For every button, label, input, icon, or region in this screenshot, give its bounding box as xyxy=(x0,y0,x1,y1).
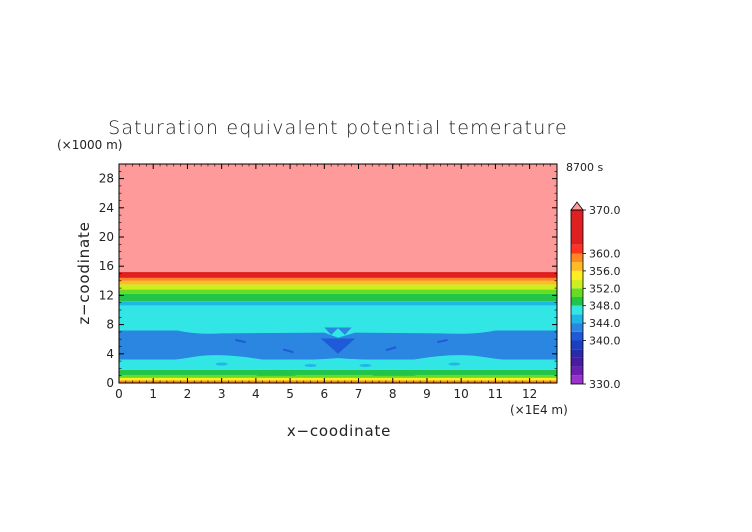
colorbar-segment-332 xyxy=(571,366,583,376)
colorbar-label-348.0: 348.0 xyxy=(589,300,621,313)
x-axis-label: x−coodinate xyxy=(287,422,391,440)
surface-wisps xyxy=(255,369,417,376)
x-tick-label-1: 1 xyxy=(149,387,157,401)
y-tick-label-24: 24 xyxy=(99,201,114,215)
colorbar-segment-360 xyxy=(571,244,583,254)
field-band-3 xyxy=(119,369,557,375)
colorbar-segment-342 xyxy=(571,323,583,332)
colorbar-segment-358 xyxy=(571,253,583,263)
colorbar-segment-354 xyxy=(571,270,583,280)
x-tick-label-10: 10 xyxy=(454,387,469,401)
x-tick-label-4: 4 xyxy=(252,387,260,401)
x-tick-label-3: 3 xyxy=(218,387,226,401)
field-band-13 xyxy=(119,272,557,278)
colorbar-segment-352 xyxy=(571,279,583,289)
colorbar-label-340.0: 340.0 xyxy=(589,335,621,348)
speck-1 xyxy=(304,363,317,367)
colorbar-label-356.0: 356.0 xyxy=(589,265,621,278)
y-tick-label-28: 28 xyxy=(99,172,114,186)
chart-title: Saturation equivalent potential temeratu… xyxy=(108,117,568,139)
streak-2 xyxy=(385,346,397,352)
colorbar-segment-344 xyxy=(571,314,583,324)
speck-2 xyxy=(359,363,372,367)
x-axis-unit: (×1E4 m) xyxy=(510,403,568,417)
colorbar-label-344.0: 344.0 xyxy=(589,317,621,330)
colorbar-segment-350 xyxy=(571,288,583,297)
colorbar-label-352.0: 352.0 xyxy=(589,282,621,295)
colorbar-extend-arrow xyxy=(570,201,584,211)
streak-1 xyxy=(282,348,294,354)
colorbar-segment-356 xyxy=(571,262,583,271)
y-tick-label-12: 12 xyxy=(99,288,114,302)
x-tick-label-2: 2 xyxy=(184,387,192,401)
field-features xyxy=(119,326,557,376)
y-tick-label-20: 20 xyxy=(99,230,114,244)
speck-0 xyxy=(215,362,228,366)
colorbar-label-330.0: 330.0 xyxy=(589,378,621,391)
y-tick-label-0: 0 xyxy=(106,376,114,390)
y-tick-label-8: 8 xyxy=(106,318,114,332)
colorbar-segment-362 xyxy=(571,210,583,245)
colorbar-segment-338 xyxy=(571,340,583,350)
colorbar-segment-348 xyxy=(571,297,583,306)
colorbar-segment-330 xyxy=(571,375,583,384)
x-tick-label-9: 9 xyxy=(423,387,431,401)
field-band-10 xyxy=(119,284,557,290)
colorbar: 370.0 360.0 356.0 352.0 348.0 344.0 340.0 330.0 xyxy=(570,201,621,391)
colorbar-frame xyxy=(570,209,584,385)
field-band-8 xyxy=(119,293,557,302)
x-tick-label-6: 6 xyxy=(320,387,328,401)
y-tick-label-4: 4 xyxy=(106,347,114,361)
field-band-14 xyxy=(119,164,557,273)
y-axis: 0 4 8 12 16 20 24 28 xyxy=(99,163,557,390)
colorbar-segment-334 xyxy=(571,357,583,367)
field-band-11 xyxy=(119,280,557,285)
speck-3 xyxy=(448,362,461,366)
x-tick-label-12: 12 xyxy=(522,387,537,401)
colorbar-segment-340 xyxy=(571,331,583,341)
colorbar-label-360.0: 360.0 xyxy=(589,248,621,261)
x-tick-label-0: 0 xyxy=(115,387,123,401)
y-axis-unit: (×1000 m) xyxy=(57,138,122,152)
x-tick-label-7: 7 xyxy=(355,387,363,401)
field-band-12 xyxy=(119,277,557,281)
y-axis-label: z−coodinate xyxy=(75,221,93,324)
lower-mounds xyxy=(119,355,557,370)
central-plume xyxy=(324,327,352,335)
colorbar-segment-336 xyxy=(571,349,583,358)
field-band-9 xyxy=(119,289,557,294)
time-label: 8700 s xyxy=(566,161,603,174)
x-axis: 0 1 2 3 4 5 6 7 8 9 10 11 12 xyxy=(115,164,558,401)
central-cone xyxy=(320,338,356,354)
field-band-2 xyxy=(119,374,557,378)
streak-0 xyxy=(235,338,246,344)
streak-3 xyxy=(437,338,448,344)
x-tick-label-8: 8 xyxy=(389,387,397,401)
colorbar-segment-346 xyxy=(571,305,583,315)
colorbar-label-370.0: 370.0 xyxy=(589,204,621,217)
x-tick-label-11: 11 xyxy=(488,387,503,401)
upper-boundary-bump xyxy=(119,326,557,338)
field-band-1 xyxy=(119,377,557,381)
x-tick-label-5: 5 xyxy=(286,387,294,401)
y-tick-label-16: 16 xyxy=(99,259,114,273)
field-band-7 xyxy=(119,301,557,306)
